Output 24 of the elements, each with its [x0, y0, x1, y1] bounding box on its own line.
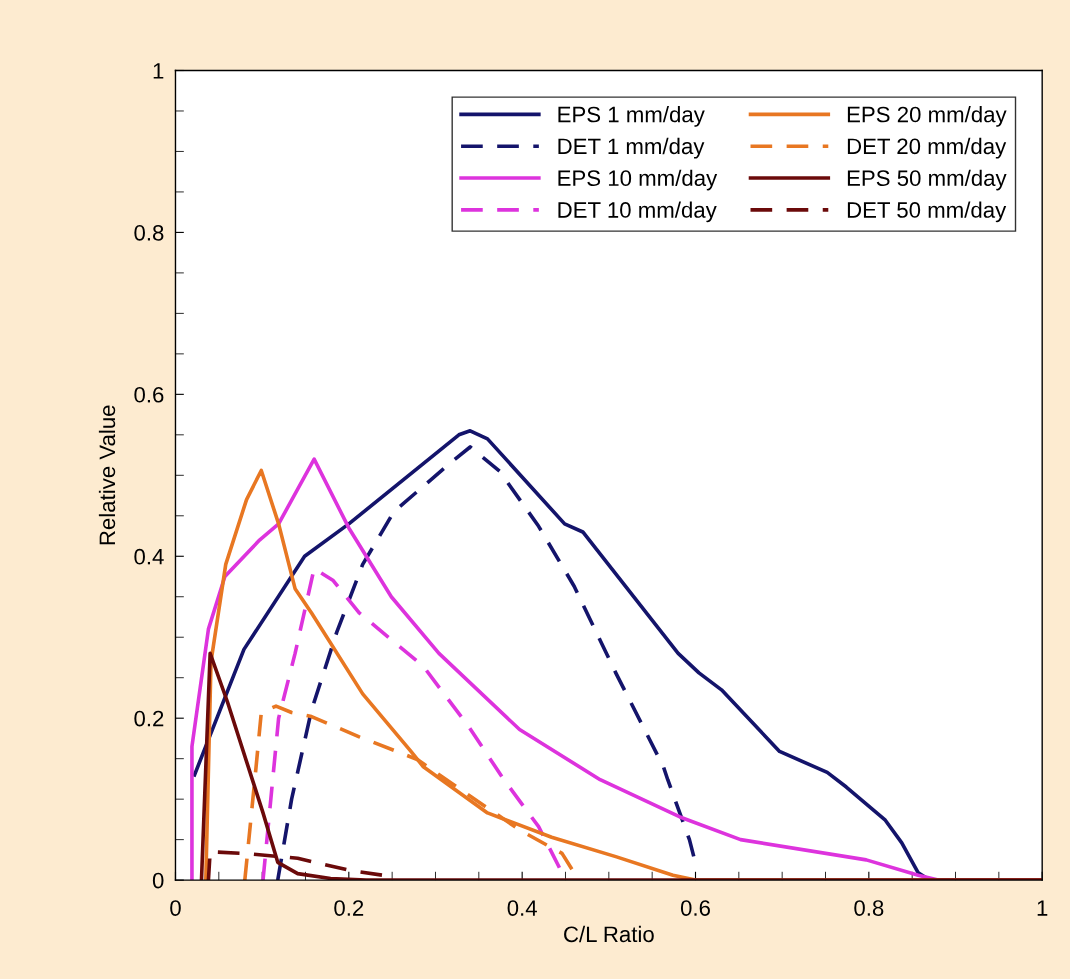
legend-label: DET 1 mm/day [558, 137, 705, 159]
y-tick-label: 0.4 [134, 548, 164, 565]
legend-label: EPS 20 mm/day [847, 106, 1007, 127]
line-series [275, 445, 697, 881]
legend-label: DET 20 mm/day [847, 137, 1007, 159]
y-tick-label: 0.8 [134, 224, 164, 241]
x-tick-label: 0.4 [507, 900, 537, 916]
x-tick-label: 0.2 [334, 900, 364, 916]
x-tick-label: 1 [1037, 900, 1048, 916]
y-tick-label: 1 [153, 63, 164, 79]
legend-label: EPS 10 mm/day [558, 169, 718, 191]
x-tick-label: 0.8 [854, 900, 884, 916]
y-tick-label: 0 [152, 872, 164, 889]
line-series [199, 651, 1043, 881]
y-axis-title: Relative Value [98, 405, 116, 545]
legend-label: DET 10 mm/day [558, 201, 717, 223]
y-tick-label: 0.6 [134, 386, 164, 403]
y-tick-label: 0.2 [134, 710, 164, 727]
x-tick-label: 0.6 [680, 900, 710, 916]
legend-label: EPS 50 mm/day [847, 169, 1007, 191]
x-axis-title: C/L Ratio [564, 925, 654, 943]
x-tick-label: 0 [170, 900, 181, 916]
legend-label: DET 50 mm/day [847, 201, 1007, 223]
legend-label: EPS 1 mm/day [558, 106, 705, 127]
